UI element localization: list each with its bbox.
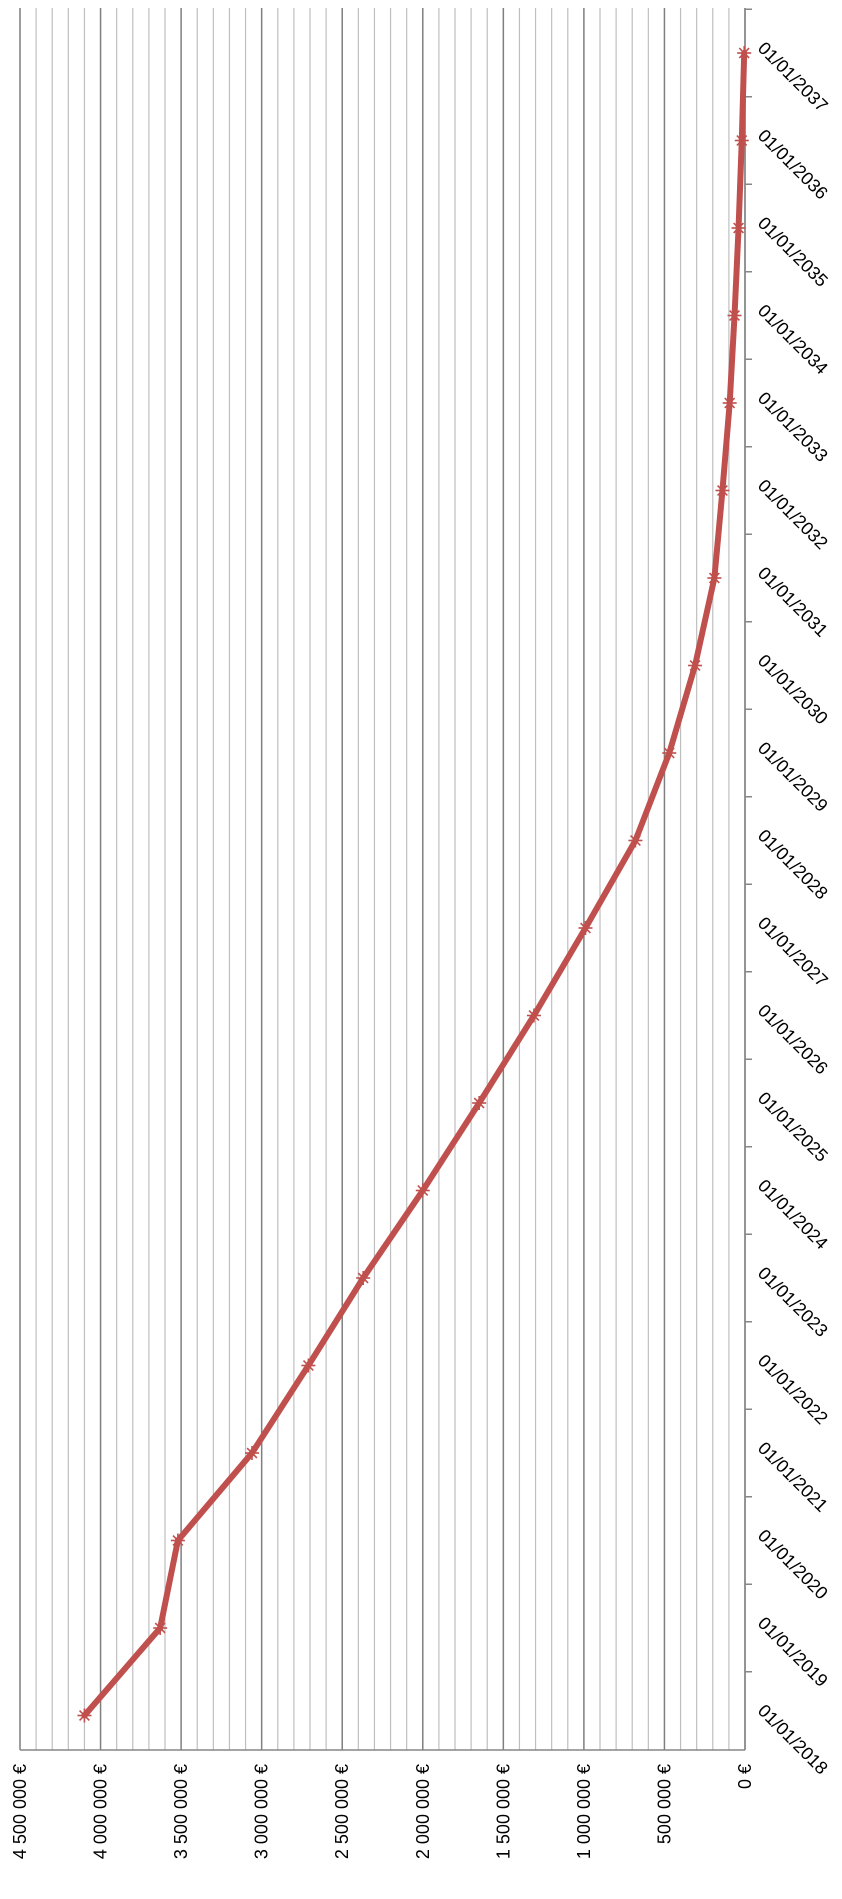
category-tick-label: 01/01/2035 — [754, 213, 832, 291]
series-line — [81, 50, 748, 1719]
data-point — [526, 1008, 541, 1023]
data-point — [737, 46, 752, 60]
data-point — [662, 746, 677, 760]
category-tick-label: 01/01/2018 — [754, 1700, 832, 1778]
value-tick-label: 4 000 000 € — [91, 1764, 111, 1859]
category-tick-label: 01/01/2028 — [754, 825, 832, 903]
data-point — [731, 221, 746, 235]
value-tick-label: 3 500 000 € — [171, 1764, 191, 1859]
data-point — [301, 1358, 316, 1373]
category-tick-label: 01/01/2019 — [754, 1613, 832, 1691]
category-tick-label: 01/01/2030 — [754, 650, 832, 728]
value-tick-label: 2 500 000 € — [332, 1764, 352, 1859]
category-tick-label: 01/01/2022 — [754, 1350, 832, 1428]
category-tick-label: 01/01/2034 — [754, 300, 832, 378]
category-tick-label: 01/01/2027 — [754, 913, 832, 991]
data-point — [472, 1096, 487, 1110]
data-point — [245, 1446, 259, 1460]
category-tick-label: 01/01/2025 — [754, 1088, 832, 1166]
category-tick-label: 01/01/2029 — [754, 738, 832, 816]
data-point — [170, 1533, 185, 1548]
series-layer — [77, 46, 752, 1723]
data-point — [715, 483, 730, 498]
value-tick-label: 4 500 000 € — [10, 1764, 30, 1859]
data-point — [415, 1183, 430, 1198]
category-tick-label: 01/01/2020 — [754, 1525, 832, 1603]
data-point — [727, 308, 742, 323]
category-tick-label: 01/01/2031 — [754, 563, 832, 641]
category-tick-label: 01/01/2023 — [754, 1263, 832, 1341]
data-point — [153, 1621, 168, 1635]
value-tick-label: 1 500 000 € — [493, 1764, 513, 1859]
category-tick-label: 01/01/2021 — [754, 1438, 832, 1516]
data-point — [688, 658, 703, 673]
category-tick-label: 01/01/2037 — [754, 38, 832, 116]
data-point — [722, 396, 737, 410]
data-point — [734, 133, 749, 148]
value-tick-label: 0 € — [735, 1764, 755, 1789]
data-point — [77, 1708, 92, 1723]
value-tick-label: 1 000 000 € — [574, 1764, 594, 1859]
data-point — [628, 833, 643, 848]
data-point — [707, 571, 722, 585]
axis-layer — [20, 8, 752, 1751]
category-tick-label: 01/01/2036 — [754, 125, 832, 203]
grid-layer — [19, 8, 746, 1750]
value-tick-label: 500 000 € — [654, 1764, 674, 1844]
data-point — [578, 921, 593, 935]
category-tick-label: 01/01/2033 — [754, 388, 832, 466]
category-tick-label: 01/01/2032 — [754, 475, 832, 553]
data-point — [356, 1271, 371, 1285]
category-tick-label: 01/01/2026 — [754, 1000, 832, 1078]
category-tick-label: 01/01/2024 — [754, 1175, 832, 1253]
value-tick-label: 3 000 000 € — [252, 1764, 272, 1859]
value-tick-label: 2 000 000 € — [413, 1764, 433, 1859]
